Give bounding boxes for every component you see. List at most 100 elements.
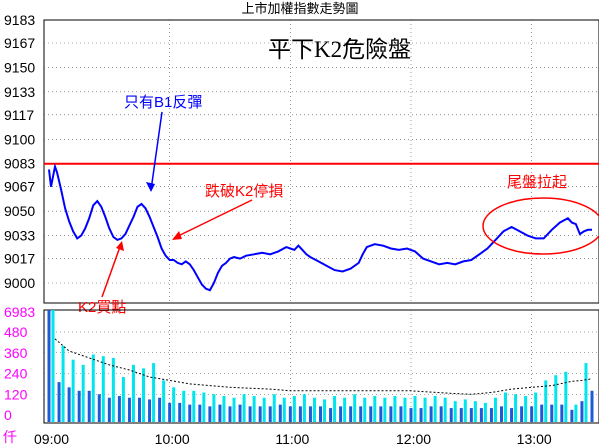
volume-bar-dark [288, 406, 292, 422]
volume-bar [323, 399, 327, 422]
volume-bar-dark [389, 406, 393, 422]
volume-bar [343, 397, 347, 422]
volume-bar [423, 397, 427, 422]
annotation-rebound: 只有B1反彈 [124, 94, 202, 111]
volume-panel: 6983 480 360 240 120 0 仟 [3, 304, 599, 445]
price-y-tick-label: 9083 [4, 156, 35, 172]
volume-bar-dark [87, 390, 91, 422]
volume-bar [554, 375, 558, 422]
time-tick-label: 13:00 [517, 431, 552, 447]
volume-bar [162, 380, 166, 422]
volume-bar [232, 397, 236, 422]
volume-bar-dark [228, 406, 232, 422]
volume-bar [262, 397, 266, 422]
time-tick-label: 10:00 [155, 431, 190, 447]
volume-bar [584, 363, 588, 422]
volume-bar-dark [308, 406, 312, 422]
volume-bar [202, 392, 206, 422]
volume-bar [121, 376, 125, 422]
price-y-tick-label: 9017 [4, 251, 35, 267]
volume-bar [534, 392, 538, 422]
volume-bar-dark [379, 406, 383, 422]
volume-bar [373, 395, 377, 422]
volume-bar [152, 363, 156, 422]
annotation-buy-point: K2買點 [78, 299, 126, 316]
volume-bar-dark [590, 390, 594, 422]
volume-bar-dark [47, 310, 51, 422]
volume-bar [443, 397, 447, 422]
volume-bar-dark [570, 409, 574, 422]
volume-y-axis: 6983 480 360 240 120 0 [4, 304, 35, 423]
volume-bar [493, 397, 497, 422]
volume-unit-label: 仟 [3, 429, 17, 445]
time-tick-label: 11:00 [275, 431, 309, 447]
volume-bar-dark [369, 406, 373, 422]
volume-bar-dark [439, 406, 443, 422]
volume-bar [212, 394, 216, 422]
volume-bar [242, 394, 246, 422]
volume-y-tick-label: 240 [4, 366, 28, 382]
volume-bar-dark [138, 397, 141, 422]
volume-bar-dark [188, 404, 192, 422]
price-y-tick-label: 9133 [4, 84, 35, 100]
volume-bar-dark [449, 408, 453, 422]
volume-bar-dark [208, 406, 212, 422]
annotation-tail-rally-ellipse [482, 197, 599, 255]
volume-bar-dark [419, 408, 423, 422]
annotation-stop-loss-arrowhead [172, 231, 182, 240]
volume-bar [302, 394, 306, 422]
price-y-tick-label: 9183 [4, 12, 35, 28]
volume-bar [463, 399, 467, 422]
volume-bar-dark [520, 406, 524, 422]
volume-bar-dark [540, 404, 544, 422]
price-y-axis: 9183 9167 9150 9133 9117 9100 9083 9067 9050 9033… [4, 12, 35, 291]
volume-bar [353, 394, 357, 422]
volume-bar [514, 394, 518, 422]
volume-bar [413, 395, 417, 422]
annotation-stop-loss-arrow [173, 199, 253, 239]
volume-bar-dark [399, 406, 403, 422]
time-tick-label: 12:00 [396, 431, 431, 447]
volume-bar [252, 395, 256, 422]
price-y-tick-label: 9100 [4, 131, 35, 147]
volume-y-tick-label: 480 [4, 324, 28, 340]
volume-bar-dark [459, 408, 463, 422]
volume-bar [142, 368, 146, 422]
volume-bar [222, 395, 226, 422]
volume-bar [111, 357, 115, 422]
volume-bar [61, 345, 65, 422]
volume-bar [91, 354, 95, 422]
volume-bar [433, 395, 437, 422]
volume-bar-dark [168, 402, 172, 422]
price-y-tick-label: 9000 [4, 275, 35, 291]
time-axis: 09:00 10:00 11:00 12:00 13:00 [34, 431, 552, 447]
volume-bar-dark [329, 408, 333, 422]
volume-bar-dark [319, 406, 322, 422]
volume-bar-dark [409, 408, 413, 422]
price-y-tick-label: 9033 [4, 228, 35, 244]
volume-bar-dark [278, 404, 282, 422]
volume-bar-dark [148, 399, 152, 422]
volume-bar-dark [158, 397, 162, 422]
volume-bar-dark [489, 408, 493, 422]
volume-y-tick-label: 120 [4, 386, 28, 402]
volume-bar [453, 401, 457, 422]
volume-bar-dark [67, 387, 71, 422]
volume-bar [574, 404, 578, 422]
volume-bar [363, 397, 367, 422]
volume-bar-dark [500, 406, 503, 422]
volume-bar [483, 402, 487, 422]
price-y-tick-label: 9167 [4, 35, 35, 51]
volume-moving-average [54, 338, 593, 395]
volume-bar-dark [127, 397, 131, 422]
volume-bar [383, 397, 387, 422]
annotation-buy-point-arrow [101, 243, 122, 298]
volume-plot-frame [43, 309, 599, 424]
annotation-stop-loss: 跌破K2停損 [205, 183, 283, 200]
price-y-tick-label: 9150 [4, 59, 35, 75]
strategy-title: 平下K2危險盤 [268, 37, 411, 62]
volume-bar [524, 395, 528, 422]
volume-bar-dark [117, 395, 121, 422]
price-plot-frame [43, 19, 599, 304]
